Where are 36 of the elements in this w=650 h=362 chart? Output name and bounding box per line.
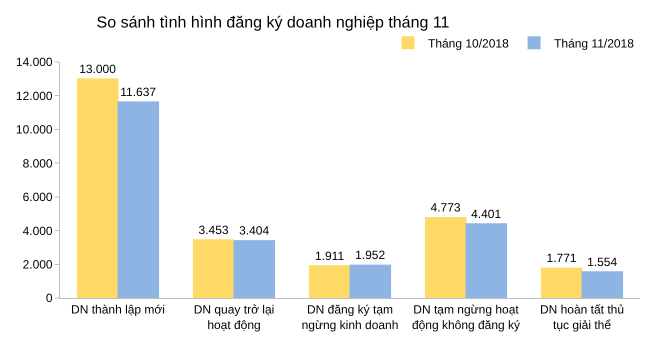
- bar: [466, 223, 508, 298]
- y-tick-label: 6.000: [22, 190, 53, 204]
- bar: [76, 78, 118, 298]
- data-label: 13.000: [79, 62, 116, 76]
- x-tick-label: DN đăng ký tạm ngừng kinh doanh: [302, 302, 398, 332]
- y-tick-label: 14.000: [16, 55, 53, 70]
- y-tick-label: 12.000: [16, 88, 53, 103]
- bar: [582, 271, 624, 298]
- bar: [192, 239, 234, 298]
- y-tick-label: 4.000: [22, 224, 53, 238]
- bar: [540, 268, 582, 298]
- x-tick-label: DN thành lập mới: [71, 302, 165, 316]
- y-tick-label: 10.000: [16, 122, 53, 137]
- legend-label: Tháng 11/2018: [554, 36, 634, 50]
- y-tick-label: 0: [46, 291, 53, 306]
- chart-title: So sánh tình hình đăng ký doanh nghiệp tháng 11: [96, 14, 450, 32]
- bar: [424, 217, 466, 298]
- bar: [118, 101, 160, 298]
- y-tick-label: 2.000: [22, 257, 53, 272]
- bar: [234, 240, 276, 298]
- data-label: 3.453: [198, 222, 229, 237]
- bar: [350, 264, 392, 298]
- bar: [308, 265, 350, 298]
- data-label: 1.554: [587, 254, 618, 269]
- x-tick-label: DN hoàn tất thủ tục giải thể: [540, 302, 624, 332]
- data-label: 1.952: [355, 248, 386, 262]
- data-label: 1.771: [546, 251, 577, 266]
- data-label: 3.404: [239, 224, 270, 238]
- x-tick-label: DN quay trở lại hoạt động: [194, 302, 274, 332]
- data-label: 4.773: [430, 200, 461, 215]
- data-label: 4.401: [471, 206, 502, 221]
- data-label: 1.911: [314, 248, 344, 263]
- x-tick-label: DN tạm ngừng hoạt động không đăng ký: [412, 302, 520, 332]
- y-tick-label: 8.000: [22, 156, 53, 170]
- legend-label: Tháng 10/2018: [428, 36, 510, 50]
- data-label: 11.637: [120, 84, 156, 99]
